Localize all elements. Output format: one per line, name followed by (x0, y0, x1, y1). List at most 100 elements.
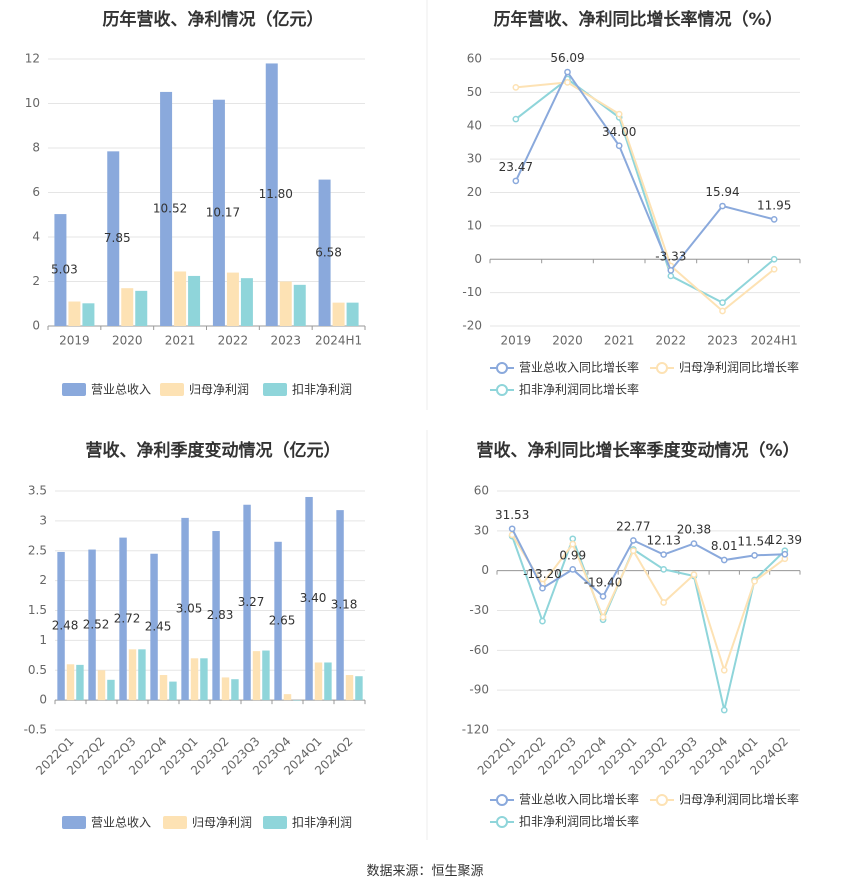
point-series-deducted-profit (539, 617, 546, 625)
chart-title: 营收、净利季度变动情况（亿元） (86, 440, 341, 461)
y-tick-label: 1 (39, 633, 47, 647)
chart-title: 历年营收、净利同比增长率情况（%） (493, 9, 782, 30)
bar-series-parent-profit (159, 675, 168, 701)
bar-series-parent-profit (97, 670, 106, 701)
chart-quarter-bar: 营收、净利季度变动情况（亿元）-0.500.511.522.533.52022Q… (24, 440, 366, 830)
point-series-parent-profit (630, 547, 637, 555)
x-tick-label: 2024H1 (751, 334, 798, 348)
x-tick-label: 2021 (604, 334, 635, 348)
bar-data-label: 3.18 (331, 598, 358, 612)
point-series-parent-profit (720, 666, 728, 674)
chart-annual-line: 历年营收、净利同比增长率情况（%） -20 -10 0 10 20 30 40 50 60 2019… (462, 9, 801, 397)
point-series-parent-profit (564, 79, 571, 86)
point-series-deducted-profit (569, 535, 577, 543)
point-series-revenue (512, 177, 520, 185)
bar-series-deducted-profit (135, 290, 148, 326)
point-series-revenue (751, 551, 758, 559)
bar-data-label: 10.17 (206, 205, 240, 219)
bar-series-revenue (57, 551, 65, 701)
bar-series-revenue (160, 91, 173, 327)
bar-data-label: 3.27 (238, 595, 265, 609)
bar-series-parent-profit (221, 677, 230, 701)
bar-series-revenue (265, 63, 278, 326)
bar-series-revenue (88, 549, 96, 701)
x-tick-label: 2024H1 (315, 334, 362, 348)
bar-data-label: 2.83 (207, 608, 234, 622)
y-tick-label: -30 (469, 603, 489, 617)
point-series-revenue (564, 68, 571, 76)
y-tick-label: 10 (467, 218, 482, 232)
y-tick-label: -60 (469, 643, 489, 657)
line-data-label: 31.53 (495, 508, 529, 522)
point-series-deducted-profit (770, 255, 778, 263)
bar-series-revenue (212, 531, 220, 701)
legend-label: 营业总收入 (91, 816, 151, 830)
point-series-parent-profit (512, 84, 520, 91)
point-series-parent-profit (660, 599, 668, 606)
point-series-revenue (667, 267, 675, 274)
legend-swatch-series-deducted-profit (263, 816, 287, 829)
point-series-parent-profit (615, 110, 623, 118)
y-tick-label: 6 (32, 185, 40, 199)
point-series-parent-profit (569, 540, 577, 548)
bar-series-parent-profit (68, 301, 81, 326)
y-tick-label: 2.5 (28, 543, 47, 557)
legend-label: 营业总收入同比增长率 (519, 360, 639, 375)
y-tick-label: 0 (32, 319, 40, 333)
bar-series-deducted-profit (293, 284, 306, 326)
bar-series-parent-profit (190, 658, 199, 701)
bar-series-parent-profit (174, 271, 187, 326)
bar-series-deducted-profit (231, 679, 239, 701)
y-tick-label: 0 (481, 563, 489, 577)
bar-series-revenue (54, 214, 67, 326)
bar-series-revenue (336, 510, 344, 701)
point-series-parent-profit (719, 307, 726, 315)
y-tick-label: -90 (469, 683, 489, 697)
chart-annual-bar: 历年营收、净利情况（亿元） 0 2 4 6 8 10 12 2019 2020 2021 2022 20… (25, 9, 366, 397)
bar-data-label: 3.40 (300, 591, 327, 605)
line-series-parent-profit (515, 81, 775, 313)
bar-series-deducted-profit (262, 650, 270, 701)
y-tick-label: 60 (467, 52, 482, 66)
y-tick-label: -120 (462, 723, 489, 737)
legend-label: 扣非净利润 (292, 383, 352, 397)
bar-series-parent-profit (226, 272, 239, 326)
line-data-label: 22.77 (616, 519, 650, 533)
y-tick-label: 50 (467, 85, 482, 99)
x-tick-label: 2020 (552, 334, 583, 348)
line-series-deducted-profit (515, 77, 775, 304)
bar-series-deducted-profit (169, 681, 177, 701)
x-tick-label: 2022 (218, 334, 249, 348)
y-tick-label: 0 (474, 252, 482, 266)
bar-series-parent-profit (121, 288, 134, 326)
point-series-revenue (781, 550, 789, 558)
point-series-deducted-profit (720, 706, 728, 714)
y-tick-label: 3 (39, 513, 47, 527)
bar-series-revenue (318, 179, 331, 326)
bar-data-label: 2.48 (52, 619, 79, 633)
legend-label: 归母净利润 (189, 383, 249, 397)
line-data-label: 11.95 (757, 198, 791, 212)
legend-label: 营业总收入 (91, 383, 151, 397)
bar-series-revenue (119, 537, 127, 701)
y-tick-label: 40 (467, 118, 482, 132)
point-series-revenue (630, 537, 637, 544)
legend-marker-series-parent-profit (656, 362, 668, 374)
bar-series-parent-profit (128, 649, 137, 701)
y-tick-label: 0 (39, 693, 47, 707)
bar-data-label: 6.58 (315, 245, 342, 259)
bar-series-deducted-profit (82, 303, 95, 326)
point-series-parent-profit (599, 613, 607, 621)
bar-series-revenue (243, 504, 251, 701)
y-tick-label: -20 (462, 319, 482, 333)
y-tick-label: 2 (39, 573, 47, 587)
point-series-revenue (690, 540, 698, 547)
bar-series-revenue (274, 541, 282, 701)
bar-series-deducted-profit (200, 658, 208, 701)
bar-data-label: 7.85 (104, 231, 131, 245)
point-series-parent-profit (690, 571, 698, 579)
x-tick-label: 2022 (656, 334, 687, 348)
point-series-revenue (615, 142, 623, 150)
